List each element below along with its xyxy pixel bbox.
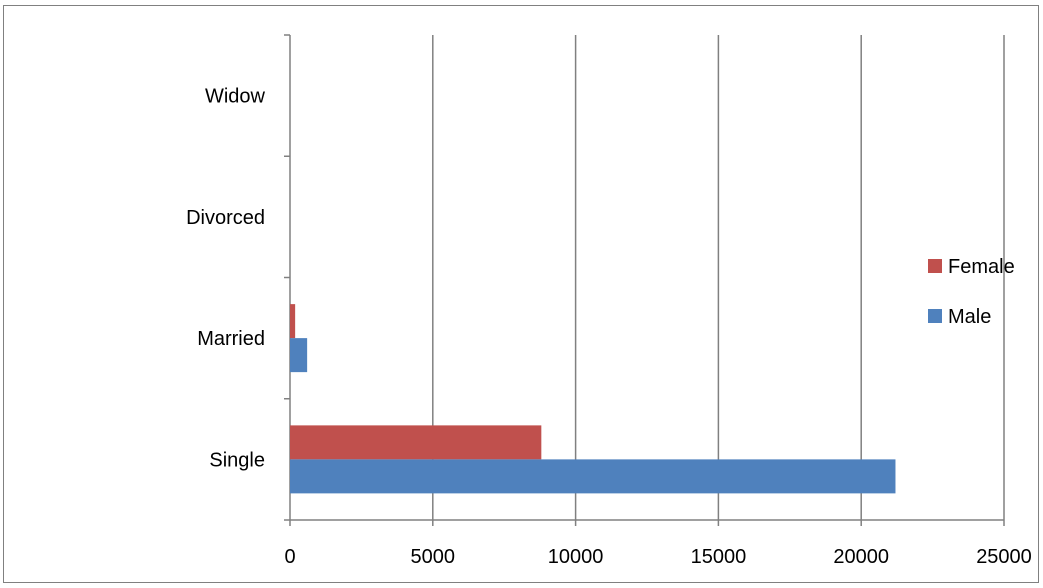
bar-female-married — [290, 304, 296, 339]
category-label-divorced: Divorced — [186, 207, 265, 229]
x-tick-label-4: 20000 — [833, 546, 889, 568]
category-label-widow: Widow — [205, 86, 266, 108]
bar-male-single — [290, 459, 896, 494]
bar-male-married — [290, 338, 308, 373]
legend-label-male: Male — [948, 306, 991, 328]
x-tick-label-5: 25000 — [976, 546, 1032, 568]
bar-female-single — [290, 425, 542, 460]
category-label-single: Single — [209, 449, 265, 471]
x-tick-label-2: 10000 — [548, 546, 604, 568]
x-tick-label-3: 15000 — [691, 546, 747, 568]
legend-label-female: Female — [948, 256, 1015, 278]
x-tick-label-1: 5000 — [411, 546, 456, 568]
legend-swatch-female — [928, 259, 942, 273]
category-label-married: Married — [197, 328, 265, 350]
x-tick-label-0: 0 — [284, 546, 295, 568]
legend-swatch-male — [928, 309, 942, 323]
